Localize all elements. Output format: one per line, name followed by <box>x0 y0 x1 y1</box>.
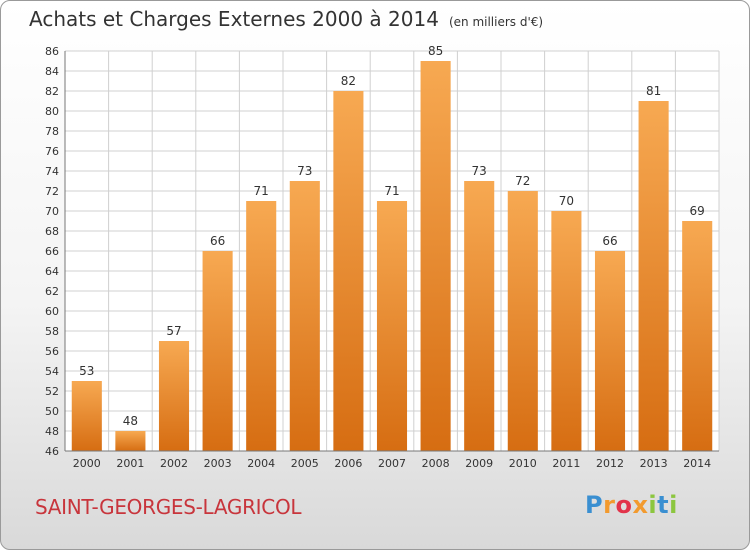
data-label: 69 <box>690 204 705 218</box>
y-tick-label: 66 <box>45 245 59 258</box>
y-tick-label: 86 <box>45 45 59 58</box>
data-label: 81 <box>646 84 661 98</box>
logo-letter: o <box>615 491 633 519</box>
bar <box>638 101 669 451</box>
logo-letter: r <box>603 491 616 519</box>
proxiti-logo: Proxiti <box>585 491 678 519</box>
logo-letter: i <box>648 491 658 519</box>
y-tick-label: 62 <box>45 285 59 298</box>
y-tick-label: 80 <box>45 105 59 118</box>
data-label: 73 <box>297 164 312 178</box>
bar <box>682 221 713 451</box>
data-label: 85 <box>428 44 443 58</box>
data-label: 71 <box>254 184 269 198</box>
bar <box>71 381 102 451</box>
x-tick-label: 2007 <box>378 457 406 470</box>
y-tick-label: 50 <box>45 405 59 418</box>
x-tick-label: 2003 <box>204 457 232 470</box>
y-tick-label: 78 <box>45 125 59 138</box>
x-tick-label: 2012 <box>596 457 624 470</box>
bar <box>333 91 364 451</box>
logo-letter: P <box>585 491 604 519</box>
bar <box>376 201 408 451</box>
data-label: 53 <box>79 364 94 378</box>
data-label: 82 <box>341 74 356 88</box>
x-tick-label: 2005 <box>291 457 319 470</box>
bar <box>158 341 190 451</box>
x-tick-label: 2006 <box>334 457 362 470</box>
y-tick-label: 68 <box>45 225 59 238</box>
y-tick-label: 56 <box>45 345 59 358</box>
y-tick-label: 76 <box>45 145 59 158</box>
x-tick-label: 2004 <box>247 457 275 470</box>
data-label: 57 <box>166 324 181 338</box>
bar <box>289 181 320 451</box>
chart-title: Achats et Charges Externes 2000 à 2014 (e… <box>29 7 543 31</box>
y-tick-label: 84 <box>45 65 59 78</box>
y-tick-label: 64 <box>45 265 59 278</box>
bar <box>115 431 146 451</box>
y-tick-label: 58 <box>45 325 59 338</box>
x-tick-label: 2000 <box>73 457 101 470</box>
y-tick-label: 48 <box>45 425 59 438</box>
y-tick-label: 82 <box>45 85 59 98</box>
bar <box>507 191 538 451</box>
x-tick-label: 2010 <box>509 457 537 470</box>
x-tick-label: 2014 <box>683 457 711 470</box>
x-tick-label: 2011 <box>552 457 580 470</box>
data-label: 71 <box>384 184 399 198</box>
data-label: 48 <box>123 414 138 428</box>
bar <box>594 251 626 451</box>
y-tick-label: 46 <box>45 445 59 458</box>
data-label: 70 <box>559 194 574 208</box>
data-label: 66 <box>602 234 617 248</box>
data-label: 72 <box>515 174 530 188</box>
data-label: 73 <box>472 164 487 178</box>
y-tick-label: 70 <box>45 205 59 218</box>
x-tick-label: 2013 <box>640 457 668 470</box>
y-tick-label: 60 <box>45 305 59 318</box>
y-tick-label: 74 <box>45 165 59 178</box>
y-tick-label: 52 <box>45 385 59 398</box>
x-tick-label: 2001 <box>116 457 144 470</box>
bar <box>246 201 277 451</box>
logo-letter: x <box>632 491 649 519</box>
bar <box>551 211 582 451</box>
y-tick-label: 72 <box>45 185 59 198</box>
x-tick-label: 2002 <box>160 457 188 470</box>
data-label: 66 <box>210 234 225 248</box>
logo-letter: t <box>657 491 670 519</box>
bar <box>202 251 233 451</box>
x-tick-label: 2008 <box>422 457 450 470</box>
chart-title-text: Achats et Charges Externes 2000 à 2014 <box>29 7 439 31</box>
bar <box>464 181 495 451</box>
chart-unit: (en milliers d'€) <box>448 15 544 29</box>
bar <box>420 61 451 451</box>
y-tick-label: 54 <box>45 365 59 378</box>
x-tick-label: 2009 <box>465 457 493 470</box>
commune-name: SAINT-GEORGES-LAGRICOL <box>35 495 302 519</box>
logo-letter: i <box>669 491 678 519</box>
